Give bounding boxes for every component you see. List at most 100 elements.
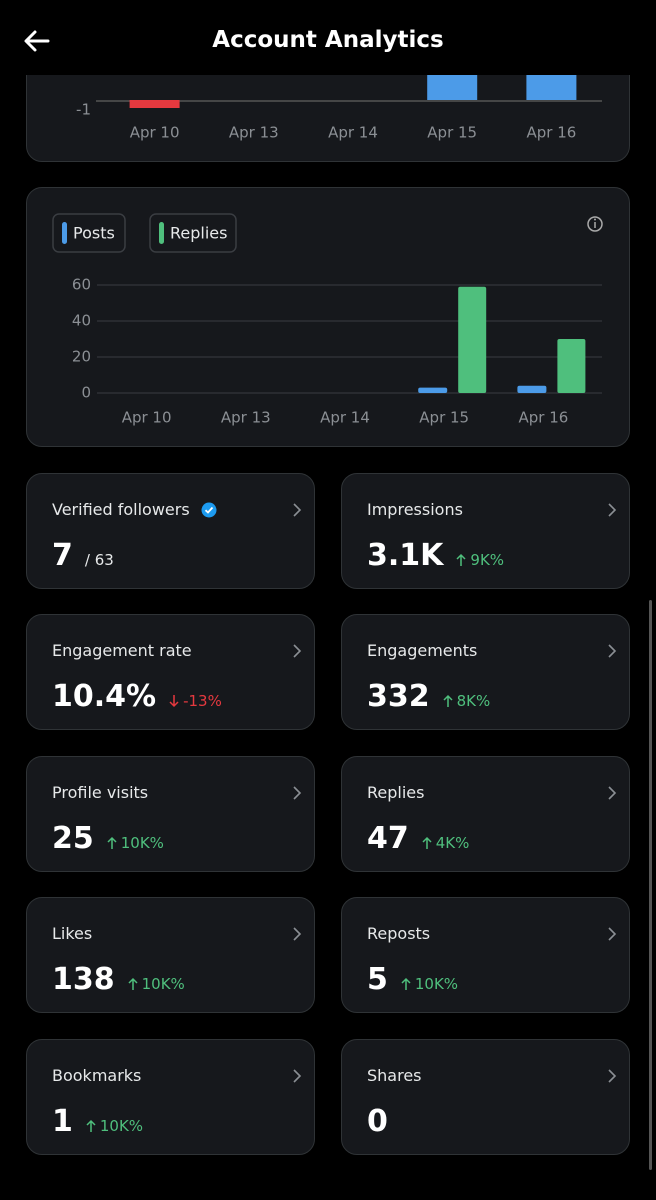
- x-tick-label: Apr 16: [518, 409, 568, 427]
- metric-value: 138: [52, 962, 115, 997]
- metric-card[interactable]: Impressions 3.1K 9K%: [341, 473, 630, 589]
- metric-value: 47: [367, 821, 409, 856]
- metric-value: 1: [52, 1104, 73, 1139]
- metric-label: Profile visits: [52, 783, 149, 802]
- metric-value: 3.1K: [367, 538, 444, 573]
- y-tick-label: 20: [72, 348, 91, 366]
- metric-card[interactable]: Shares 0: [341, 1039, 630, 1155]
- x-tick-label: Apr 14: [320, 409, 370, 427]
- chevron: [292, 785, 302, 805]
- metric-label: Engagements: [367, 641, 478, 660]
- metric-label: Shares: [367, 1066, 422, 1085]
- metric-total: / 63: [84, 551, 114, 569]
- metric-change: 8K%: [442, 692, 490, 710]
- arrow-up: [401, 977, 411, 990]
- header: Account Analytics: [0, 0, 656, 75]
- arrow-down: [169, 695, 179, 708]
- followers-chart: -1 Apr 10 Apr 13 Apr 14 Apr 15 Apr 16: [76, 68, 602, 142]
- change-arrow: [127, 977, 139, 991]
- legend-chip[interactable]: [149, 213, 237, 253]
- chevron-icon: [608, 786, 617, 800]
- page-title: Account Analytics: [212, 27, 444, 53]
- metric-change: 4K%: [421, 834, 470, 852]
- metric-label: Replies: [367, 783, 425, 802]
- metric-value: 7: [52, 538, 73, 573]
- legend-swatch: [159, 222, 164, 244]
- y-tick-label: -1: [76, 101, 91, 119]
- x-tick-label: Apr 15: [419, 409, 469, 427]
- metric-label: Reposts: [367, 924, 431, 943]
- metric-change: 10K%: [127, 975, 185, 993]
- change-arrow: [442, 694, 454, 708]
- chevron: [607, 926, 617, 946]
- posts-chart-card: Posts Replies 0 20 40 60 Apr 10 Apr 13 Apr 14 Apr…: [26, 187, 630, 447]
- change-value: 9K%: [470, 551, 505, 569]
- arrow-up: [422, 836, 432, 849]
- x-tick-label: Apr 10: [122, 409, 172, 427]
- bar: [517, 385, 547, 393]
- metric-value: 10.4%: [52, 679, 157, 714]
- x-tick-label: Apr 13: [229, 124, 279, 142]
- chevron: [292, 926, 302, 946]
- verified-icon: [201, 502, 217, 518]
- change-value: 10K%: [120, 834, 164, 852]
- legend-label: Replies: [170, 224, 227, 243]
- change-value: 4K%: [435, 834, 470, 852]
- change-arrow: [455, 553, 467, 567]
- metric-label: Bookmarks: [52, 1066, 142, 1085]
- change-arrow: [106, 836, 118, 850]
- chevron-icon: [608, 644, 617, 658]
- chevron-icon: [608, 503, 617, 517]
- legend-chip[interactable]: [52, 213, 126, 253]
- metric-card[interactable]: Replies 47 4K%: [341, 756, 630, 872]
- metric-card[interactable]: Profile visits 25 10K%: [26, 756, 315, 872]
- metric-change: -13%: [168, 692, 222, 710]
- x-tick-label: Apr 13: [221, 409, 271, 427]
- arrow-up: [456, 553, 466, 566]
- posts-chart: Posts Replies 0 20 40 60 Apr 10 Apr 13 Apr 14 Apr…: [52, 213, 603, 427]
- metric-card[interactable]: Likes 138 10K%: [26, 897, 315, 1013]
- chevron-icon: [293, 503, 302, 517]
- y-tick-label: 60: [72, 276, 91, 294]
- metric-card[interactable]: Reposts 5 10K%: [341, 897, 630, 1013]
- change-arrow: [168, 694, 180, 708]
- legend-label: Posts: [73, 224, 115, 243]
- chevron-icon: [293, 927, 302, 941]
- bar: [458, 286, 487, 393]
- chevron-icon: [608, 927, 617, 941]
- metric-card[interactable]: Engagement rate 10.4% -13%: [26, 614, 315, 730]
- chevron: [607, 643, 617, 663]
- chevron: [292, 643, 302, 663]
- metric-label: Verified followers: [52, 500, 190, 519]
- info-icon[interactable]: [587, 216, 603, 232]
- change-value: -13%: [183, 692, 222, 710]
- change-arrow: [85, 1119, 97, 1133]
- chevron: [607, 502, 617, 522]
- x-tick-label: Apr 14: [328, 124, 378, 142]
- chevron: [292, 1068, 302, 1088]
- change-arrow: [400, 977, 412, 991]
- verified-badge: [201, 502, 217, 522]
- chevron: [607, 1068, 617, 1088]
- x-tick-label: Apr 16: [526, 124, 576, 142]
- metric-value: 25: [52, 821, 94, 856]
- metric-card[interactable]: Verified followers 7 / 63: [26, 473, 315, 589]
- back-button[interactable]: [22, 27, 52, 57]
- chevron: [607, 785, 617, 805]
- x-tick-label: Apr 15: [427, 124, 477, 142]
- metric-value: 5: [367, 962, 388, 997]
- metric-card[interactable]: Engagements 332 8K%: [341, 614, 630, 730]
- metric-label: Likes: [52, 924, 93, 943]
- y-tick-label: 40: [72, 312, 91, 330]
- metric-value: 332: [367, 679, 430, 714]
- metric-value: 0: [367, 1104, 388, 1139]
- arrow-up: [86, 1119, 96, 1132]
- change-value: 10K%: [99, 1117, 144, 1135]
- change-value: 10K%: [414, 975, 459, 993]
- arrow-up: [128, 977, 138, 990]
- metric-label: Impressions: [367, 500, 463, 519]
- change-arrow: [421, 836, 433, 850]
- metric-card[interactable]: Bookmarks 1 10K%: [26, 1039, 315, 1155]
- change-value: 10K%: [141, 975, 185, 993]
